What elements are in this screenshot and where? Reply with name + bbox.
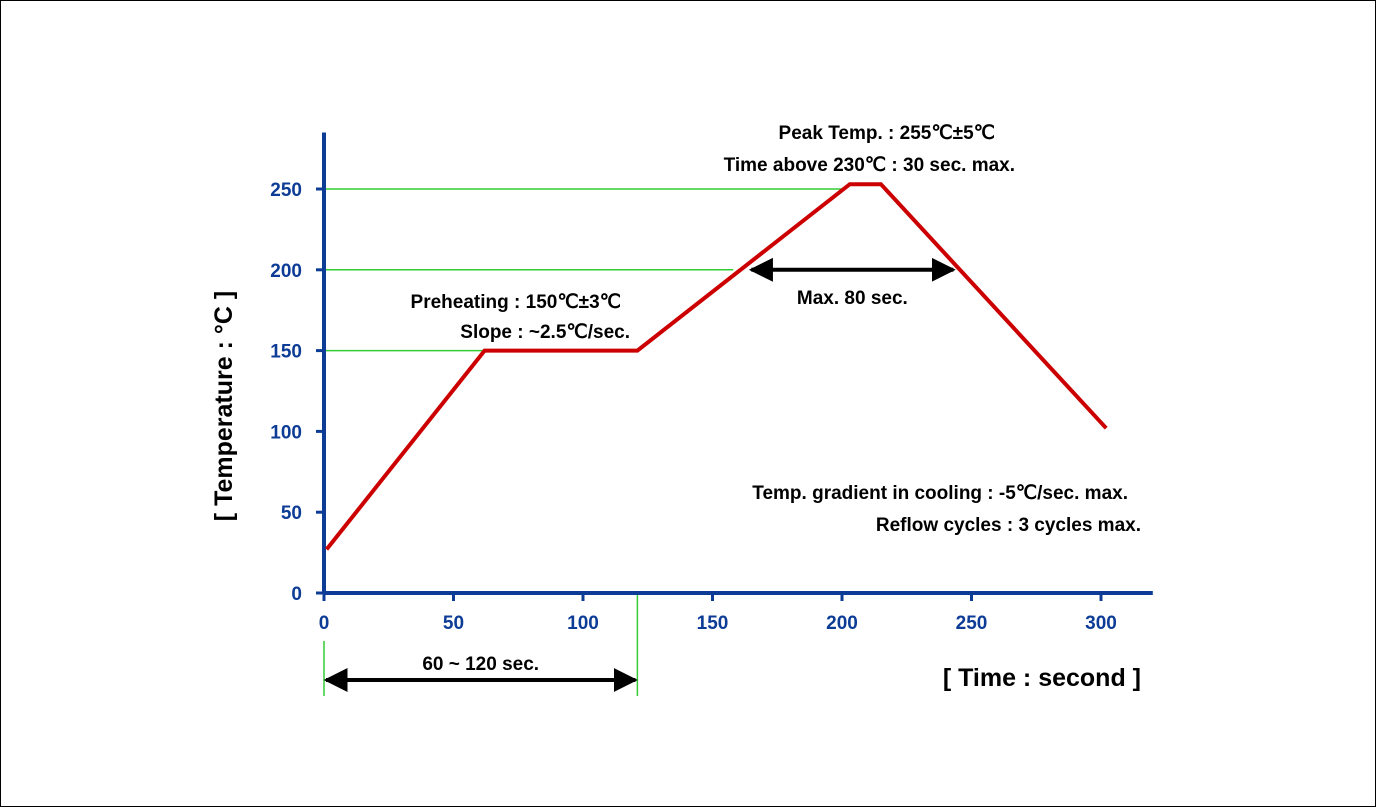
y-tick-label: 100 (270, 422, 302, 443)
annotation-reflow-cycles: Reflow cycles : 3 cycles max. (876, 515, 1141, 536)
y-tick-label: 50 (281, 503, 302, 524)
y-axis-label: [ Temperature : °C ] (210, 291, 238, 521)
y-tick-label: 200 (270, 261, 302, 282)
annotation-preheating: Preheating : 150℃±3℃ (411, 292, 621, 313)
x-tick-label: 200 (826, 613, 858, 634)
x-axis-ticks: 0 50 100 150 200 250 300 (319, 593, 1117, 634)
annotation-time-above: Time above 230℃ : 30 sec. max. (724, 155, 1015, 176)
y-tick-label: 150 (270, 342, 302, 363)
y-axis-ticks: 0 50 100 150 200 250 (270, 180, 324, 605)
x-tick-label: 250 (956, 613, 988, 634)
x-tick-label: 50 (443, 613, 464, 634)
y-tick-label: 250 (270, 180, 302, 201)
x-tick-label: 150 (697, 613, 729, 634)
x-axis-label: [ Time : second ] (943, 664, 1141, 692)
y-tick-label: 0 (291, 584, 302, 605)
range-label-reflow: Max. 80 sec. (797, 288, 908, 309)
annotation-slope: Slope : ~2.5℃/sec. (460, 322, 630, 343)
x-tick-label: 300 (1085, 613, 1117, 634)
range-label-preheat: 60 ~ 120 sec. (422, 654, 539, 675)
x-tick-label: 100 (567, 613, 599, 634)
annotation-cooling: Temp. gradient in cooling : -5℃/sec. max… (752, 483, 1128, 504)
x-tick-label: 0 (319, 613, 330, 634)
annotation-peak-temp: Peak Temp. : 255℃±5℃ (779, 123, 995, 144)
